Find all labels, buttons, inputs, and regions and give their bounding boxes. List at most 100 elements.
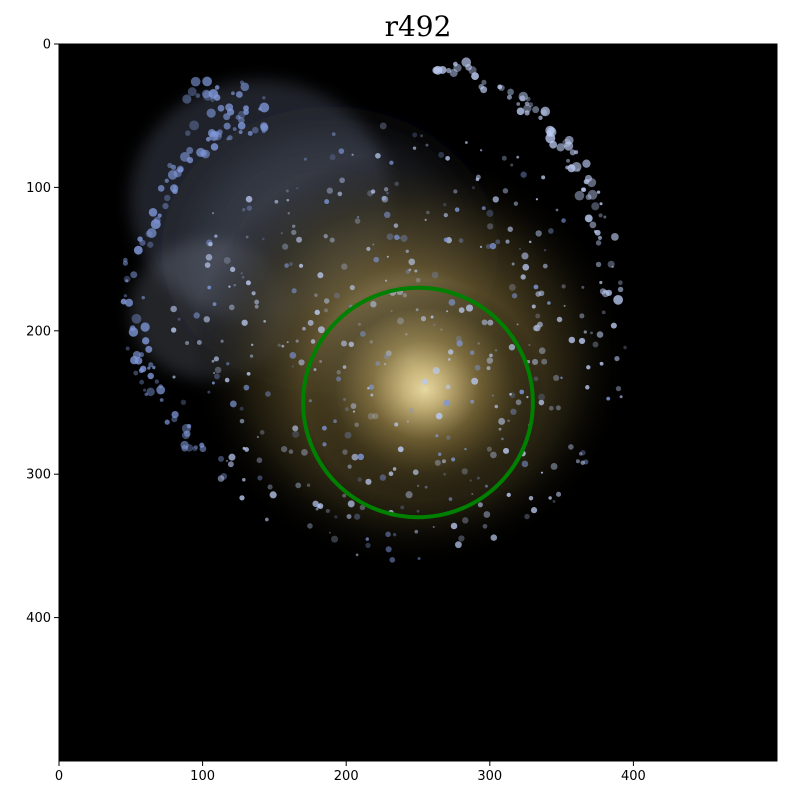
- star-clump: [383, 187, 389, 192]
- star-clump: [249, 354, 254, 358]
- star-clump: [368, 384, 375, 390]
- star-clump: [603, 289, 608, 294]
- star-clump: [458, 307, 465, 314]
- star-clump: [618, 280, 623, 286]
- star-clump: [477, 342, 480, 345]
- star-clump: [231, 91, 235, 96]
- star-clump: [397, 446, 404, 453]
- star-clump: [170, 305, 177, 313]
- star-clump: [298, 263, 304, 268]
- star-clump: [186, 156, 194, 164]
- star-clump: [239, 495, 245, 501]
- star-clump: [546, 127, 557, 137]
- star-clump: [386, 191, 389, 195]
- star-clump: [617, 286, 624, 293]
- star-clump: [208, 241, 213, 247]
- star-clump: [471, 377, 479, 385]
- star-clump: [267, 484, 273, 490]
- star-clump: [535, 198, 539, 201]
- star-clump: [247, 130, 253, 136]
- star-clump: [528, 240, 532, 244]
- star-clump: [605, 289, 613, 296]
- star-clump: [323, 298, 330, 304]
- star-clump: [199, 442, 205, 448]
- star-clump: [314, 309, 320, 316]
- star-clump: [524, 513, 530, 520]
- star-clump: [274, 199, 279, 204]
- star-clump: [214, 85, 220, 90]
- star-clump: [601, 310, 606, 315]
- star-clump: [158, 384, 163, 389]
- star-clump: [506, 492, 511, 498]
- star-clump: [173, 169, 182, 178]
- star-clump: [256, 435, 260, 439]
- star-clump: [556, 491, 562, 497]
- star-clump: [528, 102, 534, 108]
- star-clump: [448, 298, 456, 306]
- star-clump: [531, 358, 539, 365]
- star-clump: [177, 317, 181, 321]
- star-clump: [185, 130, 191, 136]
- star-clump: [303, 157, 307, 161]
- star-clump: [180, 399, 187, 406]
- star-clump: [213, 356, 219, 362]
- star-clump: [409, 408, 415, 413]
- star-clump: [243, 105, 249, 112]
- star-clump: [469, 350, 475, 355]
- star-clump: [232, 127, 237, 131]
- star-clump: [172, 375, 176, 379]
- star-clump: [233, 283, 237, 287]
- star-clump: [142, 337, 150, 345]
- star-clump: [541, 358, 548, 365]
- star-clump: [139, 379, 145, 385]
- star-clump: [354, 513, 361, 520]
- star-clump: [180, 440, 189, 450]
- star-clump: [565, 165, 569, 170]
- y-tick-label: 200: [26, 324, 51, 339]
- star-clump: [217, 455, 225, 462]
- star-clumps: [120, 57, 627, 563]
- star-clump: [424, 218, 427, 221]
- star-clump: [302, 326, 306, 331]
- star-clump: [265, 391, 271, 397]
- star-clump: [599, 361, 604, 366]
- star-clump: [256, 457, 263, 464]
- star-clump: [329, 154, 336, 161]
- star-clump: [422, 379, 428, 385]
- star-clump: [342, 449, 348, 455]
- star-clump: [164, 178, 169, 183]
- star-clump: [123, 294, 128, 298]
- star-clump: [193, 445, 199, 450]
- star-clump: [535, 313, 541, 319]
- star-clump: [438, 66, 447, 74]
- star-clump: [250, 343, 254, 347]
- star-clump: [542, 263, 548, 269]
- star-clump: [487, 319, 494, 326]
- star-clump: [338, 148, 345, 154]
- star-clump: [394, 422, 399, 427]
- star-clump: [324, 199, 330, 205]
- star-clump: [489, 242, 497, 250]
- star-clump: [389, 160, 394, 165]
- star-clump: [220, 339, 224, 343]
- star-clump: [538, 399, 545, 406]
- star-clump: [211, 359, 215, 363]
- star-clump: [586, 365, 591, 370]
- star-clump: [306, 483, 311, 487]
- star-clump: [349, 285, 355, 291]
- star-clump: [550, 463, 558, 470]
- star-clump: [254, 304, 259, 309]
- star-clump: [563, 304, 566, 307]
- star-clump: [286, 198, 290, 202]
- star-clump: [287, 211, 291, 215]
- star-clump: [521, 252, 529, 260]
- star-clump: [538, 347, 546, 355]
- star-clump: [242, 208, 246, 212]
- star-clump: [336, 376, 342, 382]
- star-clump: [516, 323, 519, 326]
- star-clump: [448, 349, 454, 355]
- star-clump: [540, 471, 544, 474]
- star-clump: [181, 431, 190, 440]
- star-clump: [614, 355, 620, 362]
- star-clump: [156, 385, 166, 395]
